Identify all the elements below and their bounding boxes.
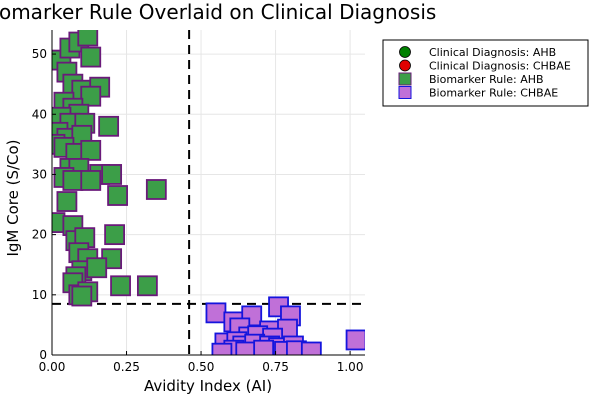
y-axis-label: IgM Core (S/Co) xyxy=(4,139,22,256)
data-point-biomarker-ahb xyxy=(77,30,99,47)
data-point-biomarker-ahb xyxy=(52,212,66,233)
legend-entry-label: Biomarker Rule: AHB xyxy=(429,73,544,86)
x-tick-label: 1.00 xyxy=(337,360,364,374)
data-point-biomarker-ahb xyxy=(80,85,102,107)
data-point-biomarker-chbae xyxy=(345,329,365,351)
data-point-biomarker-ahb xyxy=(104,224,125,246)
data-point-biomarker-ahb xyxy=(62,170,84,191)
data-point-biomarker-chbae xyxy=(205,302,227,324)
legend-marker-square xyxy=(398,72,412,86)
legend-entry-label: Clinical Diagnosis: CHBAE xyxy=(429,60,571,73)
y-tick-label: 50 xyxy=(32,47,47,61)
legend-entry-label: Biomarker Rule: CHBAE xyxy=(429,87,558,100)
data-point-biomarker-ahb xyxy=(136,275,158,297)
x-tick-label: 0.50 xyxy=(188,360,215,374)
chart-title: Biomarker Rule Overlaid on Clinical Diag… xyxy=(0,0,436,24)
data-point-biomarker-ahb xyxy=(71,285,93,307)
x-axis-label: Avidity Index (AI) xyxy=(144,377,272,395)
data-point-biomarker-ahb xyxy=(107,185,128,206)
axes: 0.00 0.25 0.50 0.75 1.00 0 10 20 30 40 50 xyxy=(32,30,365,374)
data-point-biomarker-chbae xyxy=(235,341,257,355)
y-tick-label: 0 xyxy=(39,348,47,362)
data-point-biomarker-ahb xyxy=(80,170,102,191)
x-tick-label: 0.75 xyxy=(262,360,289,374)
legend-marker-circle xyxy=(399,46,411,58)
legend-entry-label: Clinical Diagnosis: AHB xyxy=(429,46,556,59)
data-point-biomarker-ahb xyxy=(56,191,78,212)
data-point-biomarker-ahb xyxy=(98,115,120,137)
data-point-biomarker-ahb xyxy=(110,275,131,297)
data-point-biomarker-chbae xyxy=(211,342,233,355)
x-tick-label: 0.00 xyxy=(39,360,66,374)
data-point-biomarker-ahb xyxy=(86,257,108,279)
y-tick-label: 40 xyxy=(32,107,47,121)
y-tick-label: 10 xyxy=(32,288,47,302)
data-points xyxy=(52,30,365,355)
x-tick-label: 0.25 xyxy=(113,360,140,374)
legend-marker-circle xyxy=(399,59,411,72)
legend-marker-square xyxy=(398,86,412,99)
data-point-biomarker-chbae xyxy=(300,341,322,355)
legend-box xyxy=(382,39,589,107)
data-point-biomarker-chbae xyxy=(253,339,275,355)
data-point-biomarker-ahb xyxy=(80,46,102,68)
data-point-biomarker-ahb xyxy=(145,179,167,200)
y-tick-label: 20 xyxy=(32,228,47,242)
data-point-biomarker-ahb xyxy=(101,164,123,185)
data-point-biomarker-ahb xyxy=(80,139,102,161)
y-tick-label: 30 xyxy=(32,167,47,181)
